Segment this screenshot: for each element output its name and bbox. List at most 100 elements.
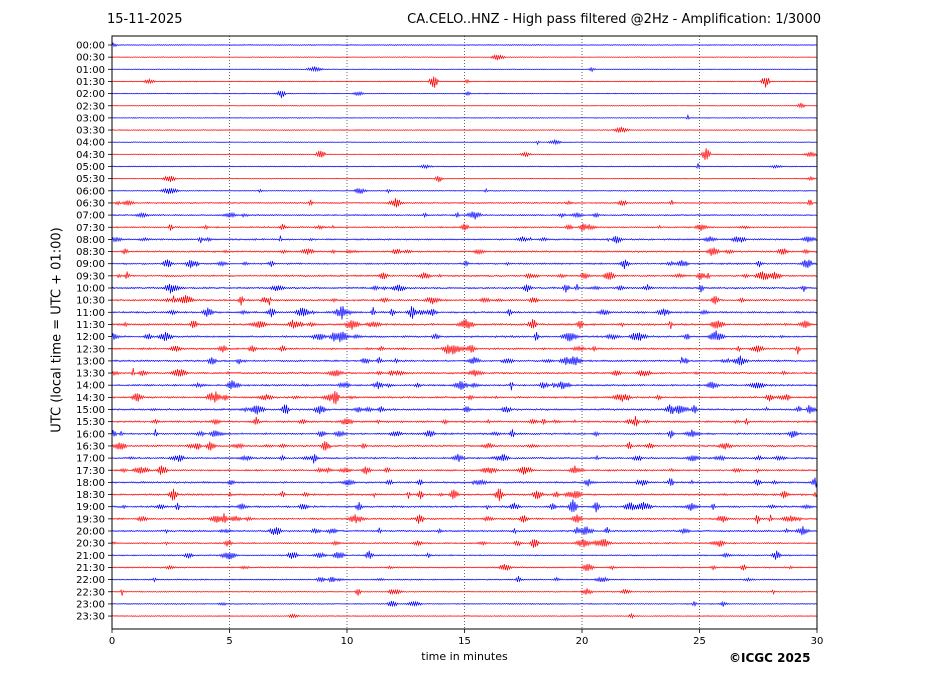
y-tick-label: 23:00 (76, 599, 105, 610)
y-tick-label: 05:00 (76, 162, 105, 173)
y-tick-label: 20:00 (76, 527, 105, 538)
y-tick-label: 03:30 (76, 126, 105, 137)
y-tick-label: 22:30 (76, 587, 105, 598)
y-tick-label: 18:30 (76, 490, 105, 501)
trace-1000 (111, 283, 818, 294)
y-tick-label: 07:00 (76, 211, 105, 222)
chart-title: CA.CELO..HNZ - High pass filtered @2Hz -… (407, 12, 821, 27)
trace-0500 (111, 163, 818, 170)
trace-0000 (111, 41, 818, 48)
trace-0830 (111, 247, 818, 256)
y-tick-label: 10:00 (76, 284, 105, 295)
y-tick-label: 09:30 (76, 271, 105, 282)
y-tick-label: 07:30 (76, 223, 105, 234)
trace-1500 (111, 404, 818, 415)
trace-1100 (111, 306, 818, 320)
y-tick-label: 09:00 (76, 259, 105, 270)
y-tick-label: 23:30 (76, 612, 105, 623)
y-tick-label: 12:00 (76, 332, 105, 343)
y-tick-label: 00:00 (76, 41, 105, 52)
y-tick-label: 02:30 (76, 101, 105, 112)
trace-1730 (111, 465, 818, 475)
x-axis-label: time in minutes (421, 650, 508, 663)
y-tick-label: 18:00 (76, 478, 105, 489)
y-tick-label: 05:30 (76, 174, 105, 185)
trace-0430 (111, 148, 818, 160)
trace-0200 (111, 90, 818, 99)
trace-2000 (111, 526, 818, 536)
trace-2030 (111, 538, 818, 548)
y-tick-label: 01:00 (76, 65, 105, 76)
y-tick-label: 01:30 (76, 77, 105, 88)
trace-1200 (111, 330, 818, 343)
trace-1430 (111, 390, 818, 405)
trace-1130 (111, 319, 818, 330)
credit-label: ©ICGC 2025 (729, 651, 811, 665)
trace-2230 (111, 588, 818, 596)
y-tick-label: 20:30 (76, 539, 105, 550)
trace-1930 (111, 513, 818, 524)
y-tick-label: 21:00 (76, 551, 105, 562)
trace-0330 (111, 126, 818, 134)
y-tick-label: 10:30 (76, 296, 105, 307)
y-tick-label: 13:00 (76, 356, 105, 367)
trace-0030 (111, 54, 818, 61)
trace-1600 (111, 429, 818, 439)
trace-1300 (111, 355, 818, 366)
y-tick-label: 13:30 (76, 369, 105, 380)
y-tick-label: 04:00 (76, 138, 105, 149)
y-tick-label: 06:00 (76, 186, 105, 197)
y-tick-label: 14:30 (76, 393, 105, 404)
trace-0300 (111, 113, 818, 120)
trace-0530 (111, 175, 818, 183)
y-tick-label: 08:00 (76, 235, 105, 246)
trace-0730 (111, 223, 818, 232)
trace-1700 (111, 453, 818, 464)
trace-0900 (111, 259, 818, 269)
trace-0100 (111, 65, 818, 73)
y-tick-label: 15:00 (76, 405, 105, 416)
x-tick-label: 30 (811, 636, 824, 647)
trace-1900 (111, 499, 818, 513)
y-tick-label: 19:00 (76, 502, 105, 513)
x-tick-label: 25 (693, 636, 706, 647)
trace-0700 (111, 211, 818, 220)
trace-2330 (111, 612, 818, 619)
x-tick-label: 15 (458, 636, 471, 647)
trace-0600 (111, 187, 818, 194)
y-tick-label: 11:00 (76, 308, 105, 319)
trace-1230 (111, 344, 818, 355)
y-tick-label: 15:30 (76, 417, 105, 428)
x-tick-label: 5 (226, 636, 232, 647)
y-tick-label: 08:30 (76, 247, 105, 258)
y-tick-label: 11:30 (76, 320, 105, 331)
trace-2300 (111, 600, 818, 608)
trace-0630 (111, 197, 818, 208)
trace-1630 (111, 441, 818, 451)
y-tick-label: 17:30 (76, 466, 105, 477)
y-tick-label: 17:00 (76, 454, 105, 465)
x-tick-label: 0 (109, 636, 115, 647)
trace-1330 (111, 368, 818, 377)
x-tick-label: 20 (576, 636, 589, 647)
date-label: 15-11-2025 (107, 12, 183, 27)
y-tick-label: 22:00 (76, 575, 105, 586)
y-axis-label: UTC (local time = UTC + 01:00) (49, 227, 65, 433)
trace-0130 (111, 76, 818, 88)
x-tick-label: 10 (341, 636, 354, 647)
trace-0930 (111, 271, 818, 280)
y-tick-label: 12:30 (76, 344, 105, 355)
trace-2100 (111, 550, 818, 560)
y-tick-label: 21:30 (76, 563, 105, 574)
trace-1830 (111, 488, 818, 502)
y-tick-label: 14:00 (76, 381, 105, 392)
trace-1530 (111, 416, 818, 427)
y-tick-label: 02:00 (76, 89, 105, 100)
y-tick-label: 00:30 (76, 53, 105, 64)
trace-1030 (111, 294, 818, 306)
grid-layer (229, 36, 700, 629)
trace-2130 (111, 563, 818, 572)
trace-1400 (111, 380, 818, 391)
y-tick-label: 06:30 (76, 198, 105, 209)
